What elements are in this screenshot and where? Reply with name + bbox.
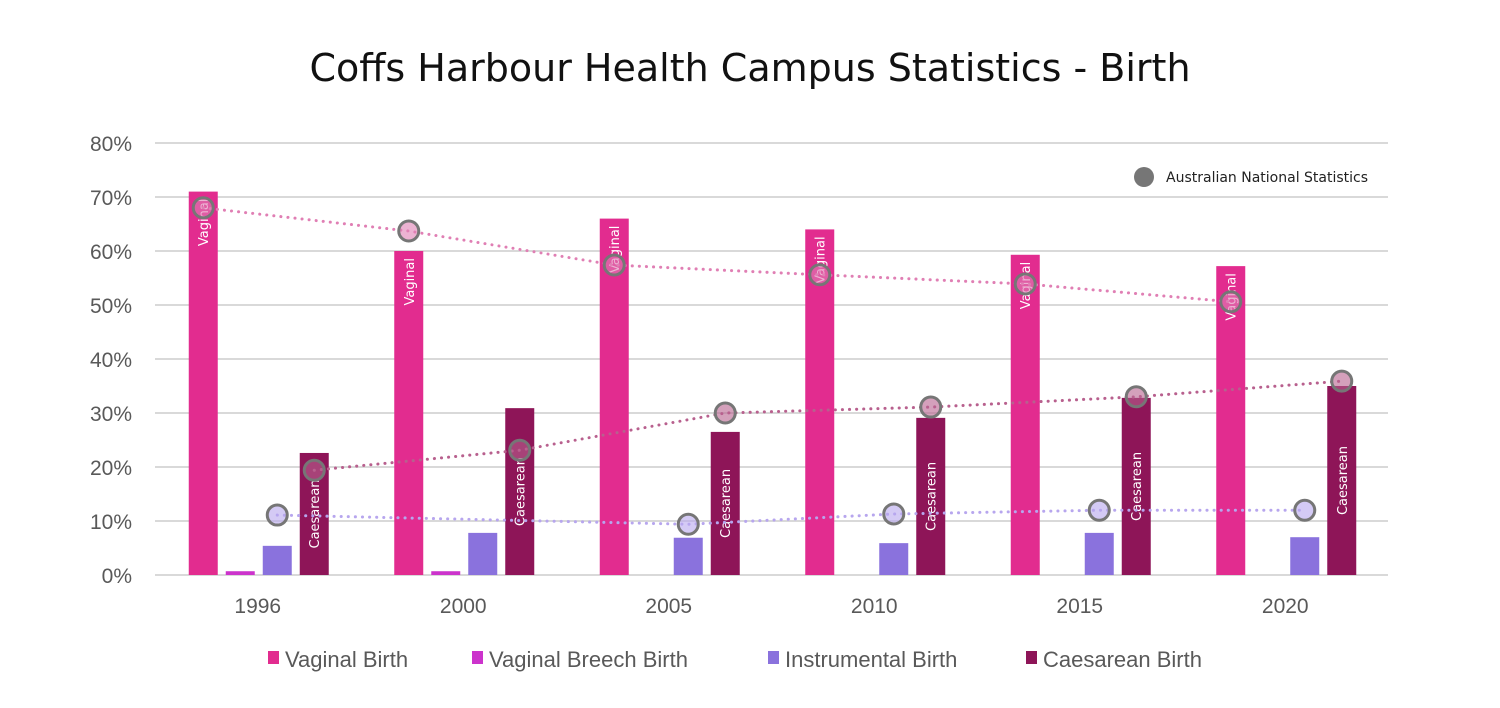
y-tick-label: 30% — [90, 403, 132, 426]
y-tick-label: 60% — [90, 241, 132, 264]
bar-caesarean-birth — [710, 431, 740, 575]
y-tick-label: 20% — [90, 457, 132, 480]
bar-instrumental-birth — [1290, 537, 1320, 575]
legend-swatch — [268, 651, 279, 664]
bar-instrumental-birth — [262, 545, 292, 575]
legend-label: Caesarean Birth — [1043, 647, 1202, 672]
national-stat-marker — [1293, 498, 1317, 522]
y-tick-label: 10% — [90, 511, 132, 534]
national-stat-marker — [508, 438, 532, 462]
bar-caesarean-birth — [505, 408, 535, 575]
bar-caesarean-birth — [1121, 397, 1151, 575]
bar-vaginal-breech-birth — [225, 571, 255, 575]
national-trend-line — [312, 379, 1344, 472]
bar-instrumental-birth — [1084, 532, 1114, 575]
bar-vaginal-birth — [1216, 266, 1246, 575]
national-stat-marker — [1087, 498, 1111, 522]
legend-label: Vaginal Birth — [285, 647, 408, 672]
bar-data-label: Caesarean — [1130, 452, 1145, 521]
national-stat-marker — [191, 196, 215, 220]
bar-vaginal-birth — [394, 251, 424, 575]
legend-label: Instrumental Birth — [785, 647, 957, 672]
national-trend-line — [201, 206, 1233, 304]
national-stat-marker — [302, 458, 326, 482]
bar-vaginal-birth — [599, 218, 629, 575]
national-stat-marker — [676, 512, 700, 536]
chart-title: Coffs Harbour Health Campus Statistics -… — [309, 46, 1191, 90]
legend-label-national: Australian National Statistics — [1166, 170, 1368, 186]
bar-caesarean-birth — [1327, 386, 1357, 575]
x-tick-label: 2015 — [1056, 595, 1103, 618]
national-stat-marker — [808, 263, 832, 287]
bar-data-label: Vaginal — [403, 258, 418, 306]
bar-vaginal-birth — [188, 191, 218, 575]
bar-instrumental-birth — [468, 532, 498, 575]
bar-instrumental-birth — [673, 537, 703, 575]
legend-label: Vaginal Breech Birth — [489, 647, 688, 672]
y-tick-label: 40% — [90, 349, 132, 372]
legend-swatch — [472, 651, 483, 664]
x-tick-label: 1996 — [234, 595, 281, 618]
y-tick-label: 0% — [102, 565, 132, 588]
national-stat-marker — [882, 502, 906, 526]
national-stat-marker — [265, 503, 289, 527]
y-tick-label: 50% — [90, 295, 132, 318]
national-stat-marker — [1330, 369, 1354, 393]
bar-vaginal-birth — [1010, 254, 1040, 575]
x-tick-label: 2005 — [645, 595, 692, 618]
legend-marker-national — [1134, 167, 1154, 187]
bar-data-label: Caesarean — [719, 469, 734, 538]
national-stat-marker — [1124, 385, 1148, 409]
national-stat-marker — [397, 219, 421, 243]
national-stat-marker — [919, 395, 943, 419]
x-tick-label: 2020 — [1262, 595, 1309, 618]
bar-data-label: Caesarean — [1336, 446, 1351, 515]
bar-data-label: Caesarean — [308, 479, 323, 548]
x-tick-label: 2000 — [440, 595, 487, 618]
legend-swatch — [1026, 651, 1037, 664]
bar-instrumental-birth — [879, 543, 909, 575]
legend-swatch — [768, 651, 779, 664]
bar-vaginal-breech-birth — [431, 571, 461, 575]
y-tick-label: 80% — [90, 133, 132, 156]
national-stat-marker — [713, 401, 737, 425]
national-stat-marker — [1013, 272, 1037, 296]
y-tick-label: 70% — [90, 187, 132, 210]
bar-data-label: Caesarean — [925, 462, 940, 531]
x-tick-label: 2010 — [851, 595, 898, 618]
bar-data-label: Caesarean — [514, 457, 529, 526]
national-stat-marker — [602, 253, 626, 277]
national-stat-marker — [1219, 290, 1243, 314]
bar-caesarean-birth — [916, 417, 946, 575]
